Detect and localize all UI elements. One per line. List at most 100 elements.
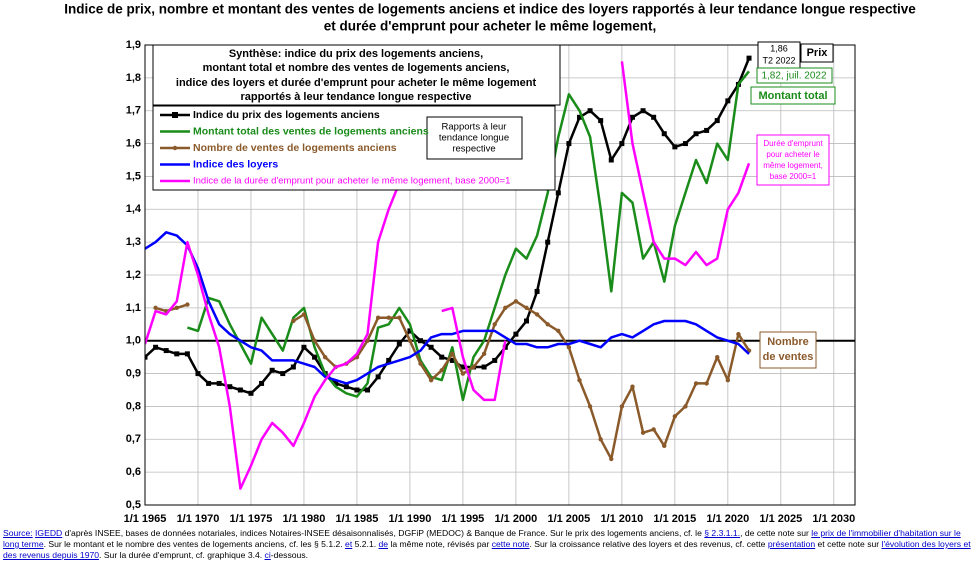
point: [145, 354, 148, 360]
prix-value: 1,86: [770, 43, 788, 53]
source-link[interactable]: IGEDD: [35, 528, 63, 538]
source-text: 5.2.1.: [352, 539, 379, 549]
point: [397, 315, 402, 320]
series-line: [145, 61, 751, 490]
point: [545, 239, 551, 245]
point: [534, 312, 540, 317]
y-tick-label: 0,5: [126, 499, 141, 511]
synthesis-text: montant total et nombre des ventes de lo…: [203, 62, 510, 74]
ratio-note: respective: [452, 144, 495, 155]
x-tick-label: 1/1 1980: [283, 513, 326, 525]
legend-label: Montant total des ventes de logements an…: [193, 125, 429, 137]
x-tick-label: 1/1 1995: [441, 513, 484, 525]
montant-label-box: [750, 86, 836, 105]
point: [418, 338, 424, 344]
point: [248, 390, 254, 396]
point: [322, 354, 328, 360]
source-link[interactable]: l'évolution des loyers et des revenus de…: [3, 539, 971, 560]
point: [163, 348, 169, 354]
point: [714, 118, 720, 124]
point: [174, 305, 179, 311]
point: [185, 302, 190, 307]
legend-label: Indice du prix des logements anciens: [193, 109, 380, 121]
point: [704, 381, 709, 386]
point: [640, 108, 646, 114]
duree-label-box: [756, 134, 830, 186]
point: [407, 338, 413, 343]
point: [418, 361, 423, 366]
x-tick-label: 1/1 1985: [336, 513, 379, 525]
point: [640, 430, 646, 435]
source-link[interactable]: de: [378, 539, 389, 549]
legend-label: Indice de la durée d'emprunt pour achete…: [193, 176, 510, 187]
y-tick-label: 0,6: [126, 466, 141, 478]
y-tick-label: 0,7: [126, 433, 141, 445]
ratio-note: Rapports à leur: [442, 122, 507, 133]
source-link[interactable]: cette note: [491, 539, 530, 549]
montant-value: 1,82, juil. 2022: [761, 71, 826, 82]
x-tick-label: 1/1 2010: [600, 513, 643, 525]
point: [704, 127, 710, 133]
point: [672, 414, 678, 419]
point: [237, 387, 243, 393]
x-tick-label: 1/1 1975: [230, 513, 273, 525]
point: [365, 338, 370, 343]
duree-label: base 2000=1: [770, 172, 817, 181]
prix-value: T2 2022: [762, 55, 795, 65]
point: [513, 331, 519, 337]
y-tick-label: 0,9: [126, 367, 141, 379]
source-note: Source: IGEDD d'après INSEE, bases de do…: [3, 528, 978, 561]
ventes-label-box: [759, 331, 817, 369]
point: [206, 380, 212, 386]
point: [534, 288, 540, 294]
point: [174, 351, 180, 357]
y-tick-label: 1,2: [126, 269, 141, 281]
point: [651, 114, 657, 120]
point: [608, 157, 614, 163]
source-link[interactable]: Source:: [3, 528, 33, 538]
x-tick-label: 1/1 2025: [759, 513, 802, 525]
source-link[interactable]: ci: [264, 550, 271, 560]
point: [492, 357, 498, 363]
point: [375, 315, 381, 320]
x-tick-label: 1/1 2000: [494, 513, 537, 525]
x-tick-label: 1/1 1970: [177, 513, 220, 525]
x-tick-label: 1/1 2020: [706, 513, 749, 525]
chart: Indice de prix, nombre et montant des ve…: [64, 2, 916, 525]
point: [524, 305, 529, 311]
y-tick-label: 1,1: [126, 302, 141, 314]
point: [428, 344, 434, 350]
source-text: . Sur la croissance relative des loyers …: [529, 539, 768, 549]
point: [227, 384, 233, 390]
source-link[interactable]: le prix de l'immobilier d'habitation sur…: [3, 528, 961, 549]
source-link[interactable]: et: [345, 539, 353, 549]
point: [661, 131, 667, 137]
synthesis-text: rapportés à leur tendance longue respect…: [240, 91, 471, 103]
point: [523, 318, 529, 324]
series-line: [145, 231, 750, 385]
point: [587, 108, 593, 114]
ratio-note: tendance longue: [439, 133, 509, 144]
point: [428, 377, 434, 383]
point: [725, 377, 731, 383]
point: [683, 404, 688, 409]
prix-label: Prix: [807, 47, 829, 59]
point: [439, 354, 445, 360]
source-link[interactable]: présentation: [767, 539, 816, 549]
point: [396, 341, 402, 347]
chart-title: Indice de prix, nombre et montant des ve…: [64, 2, 916, 17]
point: [672, 144, 678, 150]
point: [693, 131, 699, 137]
source-text: d'après INSEE, bases de données notarial…: [62, 528, 705, 538]
point: [301, 344, 307, 350]
y-tick-label: 1,5: [126, 170, 141, 182]
point: [577, 377, 582, 383]
point: [450, 351, 455, 357]
point: [407, 328, 413, 334]
source-text: . Sur le montant et le nombre des ventes…: [43, 539, 346, 549]
source-text: , de cette note sur: [740, 528, 812, 538]
source-link[interactable]: § 2.3.1.1.: [704, 528, 741, 538]
point: [619, 404, 625, 409]
point: [651, 427, 656, 432]
